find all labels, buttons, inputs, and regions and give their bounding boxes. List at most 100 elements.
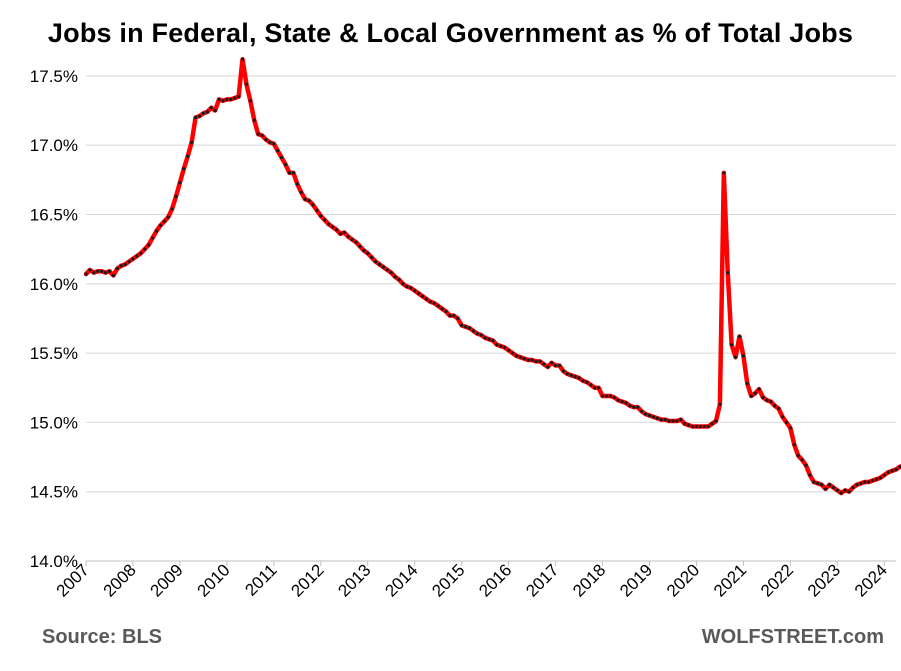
gridlines — [86, 75, 896, 562]
data-point — [463, 325, 468, 329]
data-point — [190, 140, 194, 144]
data-point — [135, 254, 139, 258]
data-point — [295, 182, 299, 186]
data-point — [765, 398, 769, 402]
data-point — [733, 355, 738, 359]
x-tick-label: 2023 — [804, 560, 844, 600]
data-point — [303, 197, 307, 201]
data-point — [315, 208, 319, 212]
data-point — [487, 337, 491, 341]
data-point — [812, 480, 816, 484]
data-point — [491, 339, 495, 343]
data-point — [702, 424, 706, 429]
y-tick-label: 15.0% — [30, 413, 78, 432]
data-point — [123, 262, 127, 266]
data-point — [851, 485, 855, 490]
data-point — [894, 467, 898, 472]
data-point — [706, 424, 710, 429]
data-point — [479, 333, 483, 337]
data-point — [150, 236, 155, 240]
data-point — [158, 223, 162, 228]
data-point — [432, 301, 436, 305]
data-point — [694, 424, 699, 429]
data-point — [240, 57, 245, 61]
x-tick-label: 2024 — [851, 560, 891, 600]
data-point — [546, 365, 550, 369]
data-point — [115, 266, 119, 271]
data-point — [687, 423, 691, 427]
x-tick-label: 2015 — [428, 560, 468, 600]
data-point — [182, 167, 186, 171]
data-point — [319, 214, 323, 218]
data-point — [757, 387, 761, 391]
data-point — [690, 424, 695, 429]
data-point — [792, 442, 796, 447]
data-point — [530, 358, 534, 362]
data-point — [244, 82, 249, 86]
data-point — [103, 271, 108, 275]
data-point — [323, 218, 327, 222]
data-point — [823, 487, 828, 491]
x-tick-label: 2022 — [757, 560, 797, 600]
data-point — [276, 149, 280, 153]
data-point — [436, 304, 440, 308]
data-point — [229, 97, 233, 102]
data-point — [597, 386, 601, 390]
data-point — [589, 383, 593, 387]
data-point — [471, 329, 475, 333]
data-point — [401, 282, 405, 286]
brand-watermark: WOLFSTREET.com — [701, 626, 884, 648]
x-tick-label: 2010 — [194, 560, 234, 600]
data-point — [753, 391, 757, 395]
data-point — [377, 262, 382, 266]
data-point — [608, 394, 612, 398]
data-point — [256, 132, 260, 136]
data-point — [636, 405, 640, 409]
data-point — [475, 332, 479, 336]
data-point — [334, 228, 339, 232]
data-point — [205, 110, 209, 114]
data-point — [593, 386, 597, 390]
data-point — [381, 265, 385, 269]
data-point — [561, 369, 565, 373]
data-point — [413, 289, 417, 293]
y-tick-label: 16.0% — [30, 275, 78, 294]
data-point — [237, 95, 241, 99]
data-point — [280, 156, 284, 160]
data-point — [131, 257, 135, 261]
data-point — [667, 419, 671, 423]
data-point — [92, 271, 96, 275]
data-point — [600, 394, 605, 398]
x-tick-label: 2016 — [475, 560, 515, 600]
data-point — [393, 275, 397, 279]
series-government-jobs-share — [83, 56, 901, 496]
data-point — [127, 260, 131, 264]
data-point — [405, 284, 409, 289]
data-point — [518, 355, 522, 359]
data-point — [139, 251, 143, 255]
data-point — [773, 404, 777, 408]
data-point — [503, 345, 507, 350]
data-point — [679, 418, 683, 422]
data-point — [444, 309, 448, 314]
x-tick-label: 2020 — [663, 560, 703, 600]
y-tick-label: 14.0% — [30, 552, 78, 571]
data-point — [287, 171, 292, 175]
data-point — [628, 404, 632, 408]
data-point — [510, 351, 515, 355]
data-point — [178, 180, 182, 185]
y-tick-label: 16.5% — [30, 205, 78, 224]
data-point — [154, 229, 159, 233]
data-point — [863, 480, 867, 484]
data-point — [784, 420, 789, 424]
data-point — [816, 481, 820, 485]
data-point — [835, 488, 839, 492]
data-point — [420, 294, 425, 298]
data-point — [373, 260, 378, 264]
x-tick-label: 2008 — [100, 560, 140, 600]
data-point — [507, 348, 511, 352]
data-point — [268, 140, 272, 144]
data-point — [440, 307, 444, 311]
data-point — [84, 272, 88, 276]
data-point — [718, 402, 722, 406]
